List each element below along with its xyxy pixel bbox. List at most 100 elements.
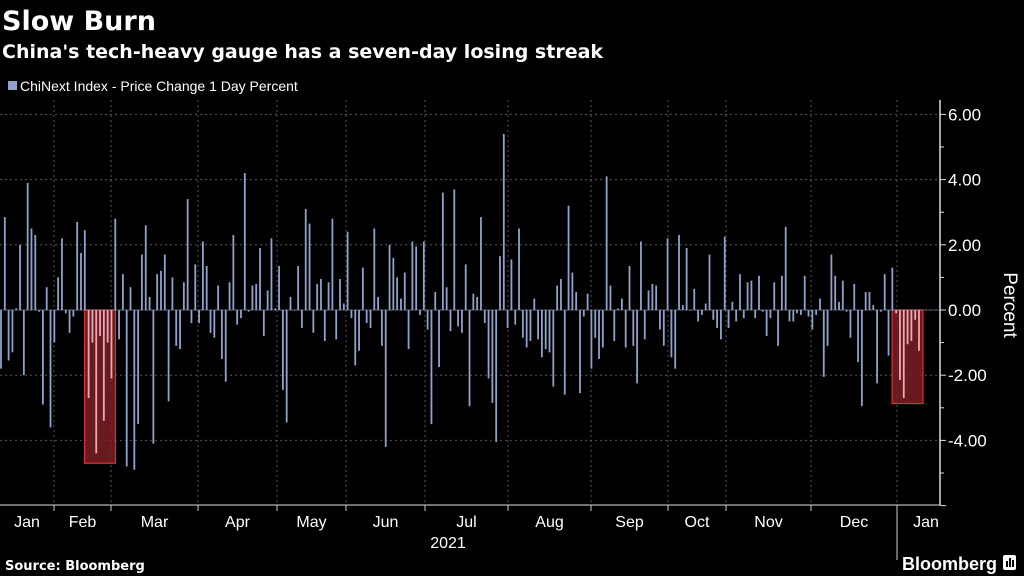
bar [422,241,425,310]
bar [255,283,258,310]
x-axis: Jan Feb Mar Apr May Jun Jul Aug Sep Oct Nov Dec Jan [0,504,940,560]
bar [7,310,10,361]
bar [430,310,433,425]
bar [388,244,391,310]
bar [11,310,14,353]
x-tick-label: May [296,514,326,531]
bar [198,310,200,324]
bar [0,310,2,369]
bar [620,298,623,310]
bar [64,310,67,314]
bar [80,252,82,310]
bar [384,310,387,447]
bar [68,310,71,333]
y-tick-label: 2.00 [948,236,981,255]
y-tick-label: 0.00 [948,301,981,320]
bar [438,310,440,368]
bar [377,296,380,310]
bar [419,310,421,315]
bar [544,310,547,350]
bar [735,310,738,322]
bar [685,248,688,310]
bar [560,279,562,310]
bar [693,288,696,310]
bar [152,310,155,444]
bar [285,310,288,423]
bar [350,310,353,319]
bar [609,285,612,310]
bar [860,310,863,407]
bar [769,310,772,319]
bar [537,310,539,340]
bar [194,264,197,310]
chart-subtitle: China's tech-heavy gauge has a seven-day… [2,41,603,63]
bar [118,310,120,340]
bar [461,310,463,333]
bar [312,310,315,333]
bar [598,310,600,359]
bar [133,310,136,470]
bar [472,293,475,310]
bar [628,265,631,310]
bar [339,279,341,310]
bar [647,290,650,310]
bar [369,310,372,328]
bar [141,254,143,310]
bar [499,256,501,310]
bar [521,310,524,338]
bar [822,310,825,377]
bar [400,298,402,310]
bar [160,270,162,310]
bar [308,223,311,310]
bar [712,310,715,320]
bar [434,292,437,310]
bar [880,310,882,312]
bar [876,310,878,384]
bar [914,310,917,320]
bar [659,310,661,330]
bar [750,280,753,310]
bar [99,310,101,337]
bar [224,310,227,382]
bar [483,310,486,324]
bar [316,283,319,310]
bar [137,310,140,425]
bar [636,310,639,384]
bar [346,231,349,310]
bar [76,221,79,310]
bar [872,305,875,310]
bar [742,310,745,319]
bar [480,217,482,310]
bar [655,285,658,310]
bar [643,310,646,340]
bar [758,275,760,310]
bar [800,310,802,315]
bar [361,267,364,310]
bar [144,225,147,310]
bar [304,208,307,310]
bar [864,292,867,310]
bar [853,283,856,310]
gridlines [0,100,940,505]
bar [468,310,471,407]
bar [415,246,418,310]
bar [34,235,37,310]
bar [209,310,212,333]
bar [491,310,494,403]
bar [601,310,604,348]
bar [102,310,105,421]
bar [662,310,665,346]
bar [674,310,677,369]
bar [689,310,692,311]
bar [777,310,779,346]
bar [780,275,783,310]
bar [163,254,166,310]
bar [167,310,170,402]
bar [213,310,216,338]
bar [323,310,326,341]
bar [411,241,414,310]
bar [403,272,406,310]
bar [15,308,18,310]
bar [297,265,300,310]
